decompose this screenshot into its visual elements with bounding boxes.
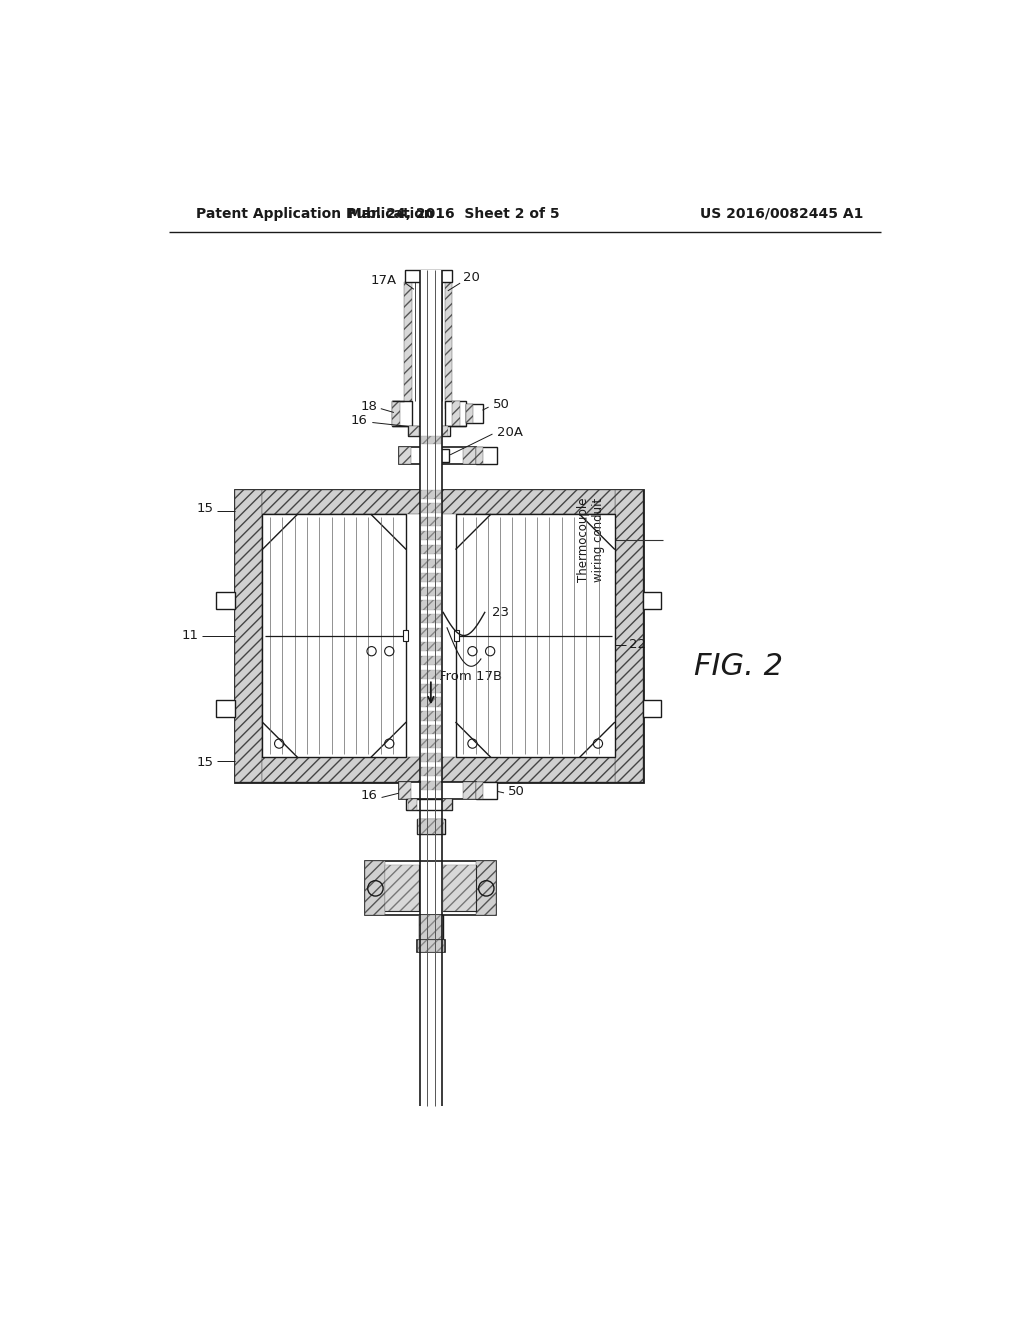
Text: From 17B: From 17B: [438, 671, 502, 684]
Bar: [475, 447, 497, 465]
Bar: [407, 799, 453, 809]
Bar: [234, 490, 643, 781]
Bar: [442, 799, 452, 809]
Bar: [421, 614, 441, 623]
Text: FIG. 2: FIG. 2: [694, 652, 783, 681]
Text: 16: 16: [360, 789, 377, 803]
Bar: [262, 515, 407, 758]
Bar: [398, 447, 411, 465]
Bar: [421, 490, 441, 499]
Bar: [444, 401, 466, 425]
Bar: [421, 739, 441, 748]
Text: US 2016/0082445 A1: US 2016/0082445 A1: [700, 207, 863, 220]
Bar: [421, 586, 441, 595]
Bar: [475, 781, 497, 799]
Text: Patent Application Publication: Patent Application Publication: [196, 207, 434, 220]
Text: 22: 22: [629, 638, 646, 651]
Bar: [420, 271, 441, 1106]
Text: 15: 15: [197, 502, 214, 515]
Bar: [421, 725, 441, 734]
Text: 20A: 20A: [497, 426, 523, 440]
Bar: [453, 401, 460, 425]
Bar: [216, 700, 234, 717]
Bar: [404, 271, 453, 281]
Bar: [443, 866, 476, 911]
Text: 16: 16: [351, 413, 368, 426]
Bar: [418, 818, 444, 834]
Bar: [476, 862, 497, 915]
Bar: [398, 447, 475, 465]
Bar: [463, 781, 475, 799]
Text: 11: 11: [181, 630, 199, 643]
Bar: [234, 490, 262, 781]
Bar: [392, 401, 412, 425]
Bar: [385, 866, 419, 911]
Bar: [421, 531, 441, 540]
Bar: [475, 447, 483, 465]
Bar: [421, 517, 441, 527]
Text: 23: 23: [493, 606, 510, 619]
Text: Mar. 24, 2016  Sheet 2 of 5: Mar. 24, 2016 Sheet 2 of 5: [348, 207, 560, 220]
Bar: [614, 490, 643, 781]
Bar: [403, 631, 408, 642]
Bar: [454, 631, 459, 642]
Bar: [262, 490, 614, 513]
Bar: [398, 781, 411, 799]
Bar: [466, 404, 473, 422]
Bar: [643, 700, 662, 717]
Bar: [403, 281, 412, 409]
Bar: [421, 503, 441, 512]
Bar: [444, 281, 453, 409]
Bar: [421, 780, 441, 789]
Text: 18: 18: [360, 400, 377, 413]
Bar: [421, 437, 441, 444]
Bar: [421, 573, 441, 582]
Text: 50: 50: [493, 399, 509, 412]
Bar: [417, 940, 444, 952]
Bar: [421, 558, 441, 568]
Bar: [421, 711, 441, 721]
Bar: [262, 758, 614, 781]
Bar: [366, 862, 385, 915]
Text: 15: 15: [197, 756, 214, 770]
Bar: [408, 799, 417, 809]
Bar: [466, 404, 483, 422]
Bar: [417, 818, 444, 834]
Bar: [643, 591, 662, 609]
Bar: [421, 601, 441, 610]
Bar: [443, 866, 476, 911]
Bar: [421, 684, 441, 693]
Bar: [421, 767, 441, 776]
Bar: [456, 515, 614, 758]
Bar: [434, 449, 450, 462]
Bar: [392, 401, 400, 425]
Bar: [421, 656, 441, 665]
Bar: [419, 915, 442, 940]
Bar: [418, 940, 444, 952]
Bar: [408, 425, 451, 437]
Bar: [438, 425, 447, 437]
Bar: [475, 781, 483, 799]
Bar: [216, 591, 234, 609]
Bar: [410, 425, 419, 437]
Text: 17A: 17A: [370, 273, 396, 286]
Text: 20: 20: [463, 271, 480, 284]
Bar: [421, 752, 441, 762]
Bar: [419, 915, 443, 940]
Text: Thermocouple
wiring conduit: Thermocouple wiring conduit: [578, 498, 605, 582]
Bar: [366, 862, 497, 915]
Bar: [421, 545, 441, 554]
Bar: [385, 866, 419, 911]
Bar: [421, 642, 441, 651]
Bar: [421, 669, 441, 678]
Text: 50: 50: [508, 785, 524, 797]
Bar: [421, 628, 441, 638]
Bar: [421, 697, 441, 706]
Text: 18: 18: [426, 927, 443, 940]
Bar: [463, 447, 475, 465]
Bar: [398, 781, 475, 799]
